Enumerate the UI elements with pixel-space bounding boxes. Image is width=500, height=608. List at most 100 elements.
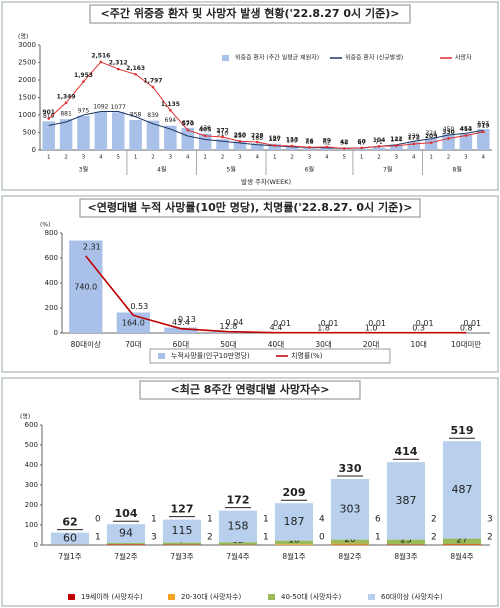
data-label: 387 [396,494,417,507]
data-label: 463 [460,125,472,132]
data-label: 239 [408,133,420,140]
data-label: 94 [119,527,133,540]
point [412,142,416,146]
x-tick-label: 7월4주 [226,551,249,561]
x-tick-label: 5 [116,155,120,161]
point [116,67,120,71]
data-label: 0 [95,515,101,525]
data-label: 1,349 [57,93,76,100]
total-label: 127 [171,503,194,516]
data-label: 819 [43,113,55,120]
point [82,80,85,83]
x-tick-label: 10대미만 [451,340,481,349]
legend-swatch [168,594,175,600]
y-tick-label: 0 [54,329,58,337]
point [64,101,68,105]
bar [77,115,90,150]
data-label: 0 [319,533,325,543]
data-label: 1.8 [317,323,330,332]
x-tick-label: 1 [47,155,51,161]
bar [477,129,490,150]
y-tick-label: 3000 [18,41,36,49]
data-label: 519 [477,122,490,129]
bar-segment [386,462,426,540]
bar-segment [442,544,482,545]
total-label: 330 [339,462,362,475]
data-label: 209 [425,133,438,140]
x-tick-label: 20대 [363,340,380,349]
x-tick-label: 7월3주 [170,551,193,561]
x-tick-label: 5 [342,155,346,161]
bar [303,147,316,150]
data-label: 127 [268,136,281,143]
bar [111,112,125,150]
data-label: 1,797 [144,78,163,85]
legend-label: 위중증 환자 (주간 일평균 재원자) [235,54,319,62]
x-tick-label: 4 [482,155,486,161]
x-tick-label: 4 [186,155,190,161]
bar-segment [442,538,482,544]
point [221,135,224,139]
line [48,111,484,149]
title-box [79,198,421,218]
point [482,130,485,134]
bar-segment [106,543,146,545]
y-unit: (명) [18,33,28,41]
data-label: 740.0 [74,282,97,291]
data-label: 570 [182,121,195,128]
data-label: 2 [431,515,437,525]
data-label: 250 [234,133,246,140]
bar [164,327,198,333]
data-label: 115 [172,524,193,537]
x-tick-label: 4 [99,155,103,161]
data-label: 104 [373,137,386,144]
bar [216,139,229,150]
y-unit: (명) [20,413,30,421]
data-label: 122 [390,136,403,143]
legend-swatch [368,594,375,600]
month-label: 4월 [157,166,166,174]
y-tick-label: 400 [45,279,58,287]
bar-segment [162,542,202,545]
x-tick-label: 7월2주 [114,551,137,561]
bar [59,119,73,150]
data-label: 0.01 [321,319,339,328]
point [395,144,398,148]
data-label: 188 [252,135,264,142]
x-tick-label: 8월2주 [338,551,361,561]
bar [198,133,212,150]
total-label: 209 [283,486,306,499]
point [99,60,103,64]
month-label: 6월 [305,166,314,174]
legend-swatch [68,594,75,600]
x-tick-label: 40대 [268,340,285,349]
chart-title: <주간 위중증 환자 및 사망자 발생 현황('22.8.27 0시 기준)> [101,6,400,20]
y-tick-label: 2500 [18,59,36,67]
x-tick-label: 70대 [125,340,142,349]
point [377,145,381,148]
data-label: 1,135 [161,101,180,108]
data-label: 71 [375,139,383,146]
data-label: 27 [456,536,467,546]
data-label: 0.3 [412,323,425,332]
bar-segment [330,543,370,545]
y-tick-label: 500 [23,129,36,137]
point [47,117,50,120]
total-label: 519 [451,424,474,437]
bar [146,120,160,150]
x-tick-label: 8월3주 [394,551,417,561]
x-tick-label: 1 [273,155,277,161]
data-label: 42 [340,139,348,146]
data-label: 405 [199,126,212,133]
bar-segment [274,540,314,545]
total-label: 104 [115,507,138,520]
legend-label: 60대이상 (사망자수) [381,592,443,601]
data-label: 0.01 [273,319,291,328]
x-tick-label: 1 [134,155,138,161]
x-tick-label: 1 [203,155,207,161]
data-label: 0.13 [178,315,196,324]
line [85,255,467,334]
legend-label: 19세이하 (사망자수) [81,592,143,601]
point [447,137,450,140]
data-label: 1 [375,533,381,543]
